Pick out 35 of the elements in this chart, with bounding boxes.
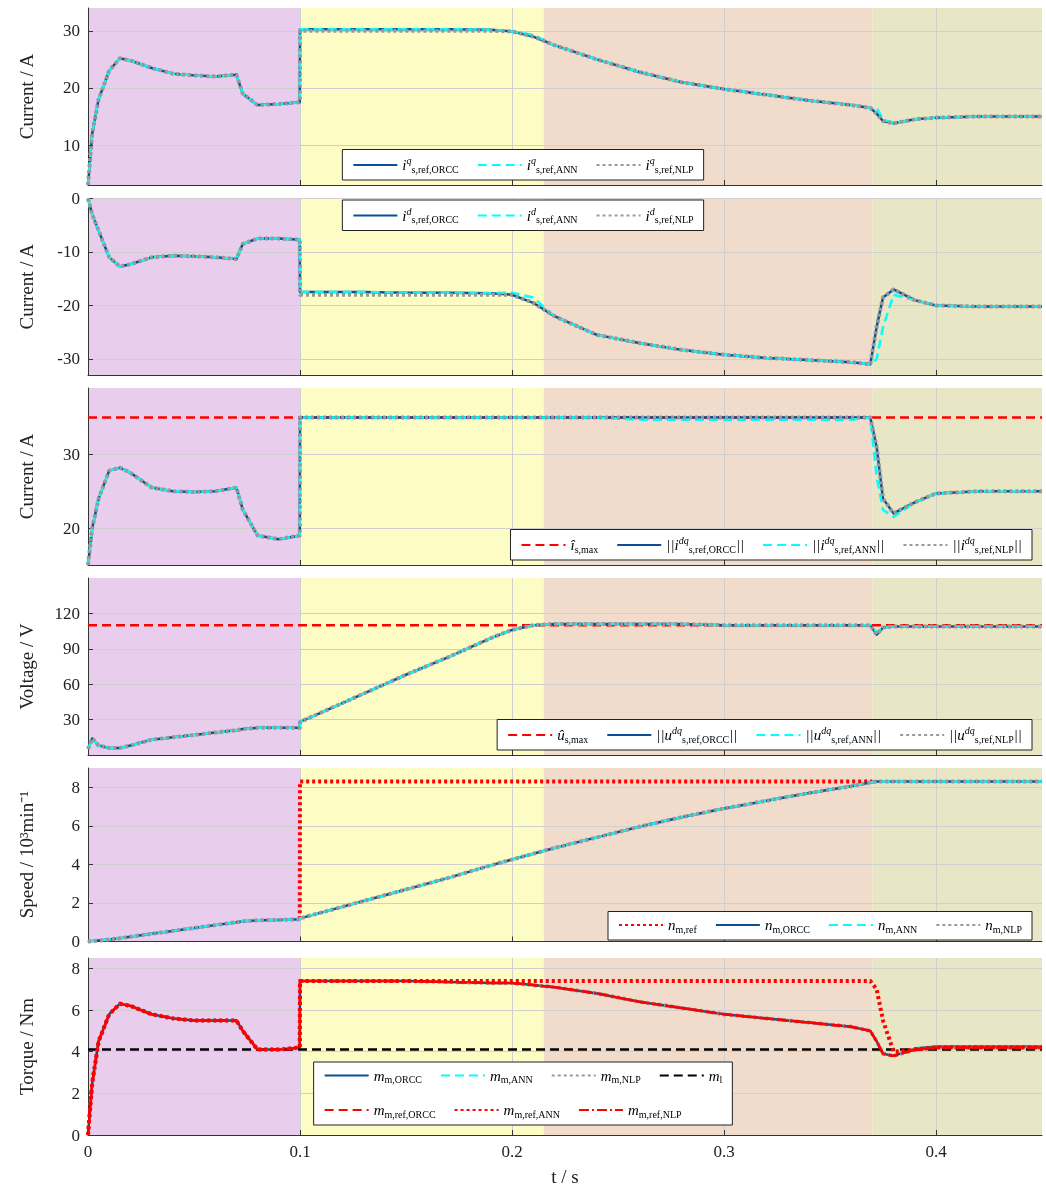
y-axis-title: Speed / 10³min⁻¹: [16, 790, 37, 919]
y-tick-label: 4: [71, 854, 81, 874]
y-tick-label: 30: [63, 444, 80, 464]
y-tick-label: 0: [71, 932, 80, 951]
y-tick-label: -10: [57, 242, 80, 262]
x-axis-title: t / s: [551, 1166, 579, 1187]
y-tick-label: -30: [57, 349, 80, 369]
y-tick-label: 8: [71, 958, 80, 978]
x-tick-label: 0.1: [289, 1142, 311, 1161]
y-tick-label: 2: [71, 893, 80, 913]
y-tick-label: 120: [54, 603, 80, 623]
y-tick-label: 10: [63, 135, 80, 155]
y-axis-title: Current / A: [16, 53, 37, 140]
x-tick-label: 0.3: [713, 1142, 735, 1161]
y-tick-label: 20: [63, 78, 80, 98]
y-axis-title: Torque / Nm: [16, 997, 37, 1095]
y-tick-label: 6: [71, 1000, 80, 1020]
x-tick-label: 0.2: [501, 1142, 523, 1161]
y-tick-label: 4: [71, 1042, 81, 1062]
y-tick-label: 0: [71, 1125, 80, 1145]
y-tick-label: 2: [71, 1083, 80, 1103]
y-tick-label: 0: [71, 189, 80, 208]
y-axis-title: Voltage / V: [16, 623, 37, 710]
y-tick-label: -20: [57, 295, 80, 315]
y-axis-title: Current / A: [16, 243, 37, 330]
y-axis-title: Current / A: [16, 433, 37, 520]
y-tick-label: 60: [63, 674, 80, 694]
x-tick-label: 0.4: [925, 1142, 948, 1161]
y-tick-label: 20: [63, 518, 80, 538]
y-tick-label: 30: [63, 710, 80, 730]
x-tick-label: 0: [83, 1142, 93, 1161]
y-tick-label: 90: [63, 639, 80, 659]
y-tick-label: 6: [71, 816, 80, 836]
y-tick-label: 30: [63, 21, 80, 41]
y-tick-label: 8: [71, 777, 80, 797]
